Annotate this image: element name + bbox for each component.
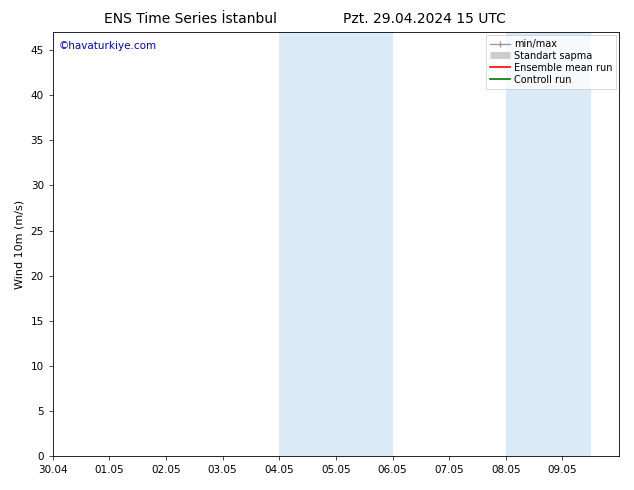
Text: Pzt. 29.04.2024 15 UTC: Pzt. 29.04.2024 15 UTC [344,12,506,26]
Text: ©havaturkiye.com: ©havaturkiye.com [58,41,157,50]
Legend: min/max, Standart sapma, Ensemble mean run, Controll run: min/max, Standart sapma, Ensemble mean r… [486,35,616,89]
Bar [506,32,591,456]
Bar [280,32,392,456]
Y-axis label: Wind 10m (m/s): Wind 10m (m/s) [15,199,25,289]
Text: ENS Time Series İstanbul: ENS Time Series İstanbul [104,12,276,26]
